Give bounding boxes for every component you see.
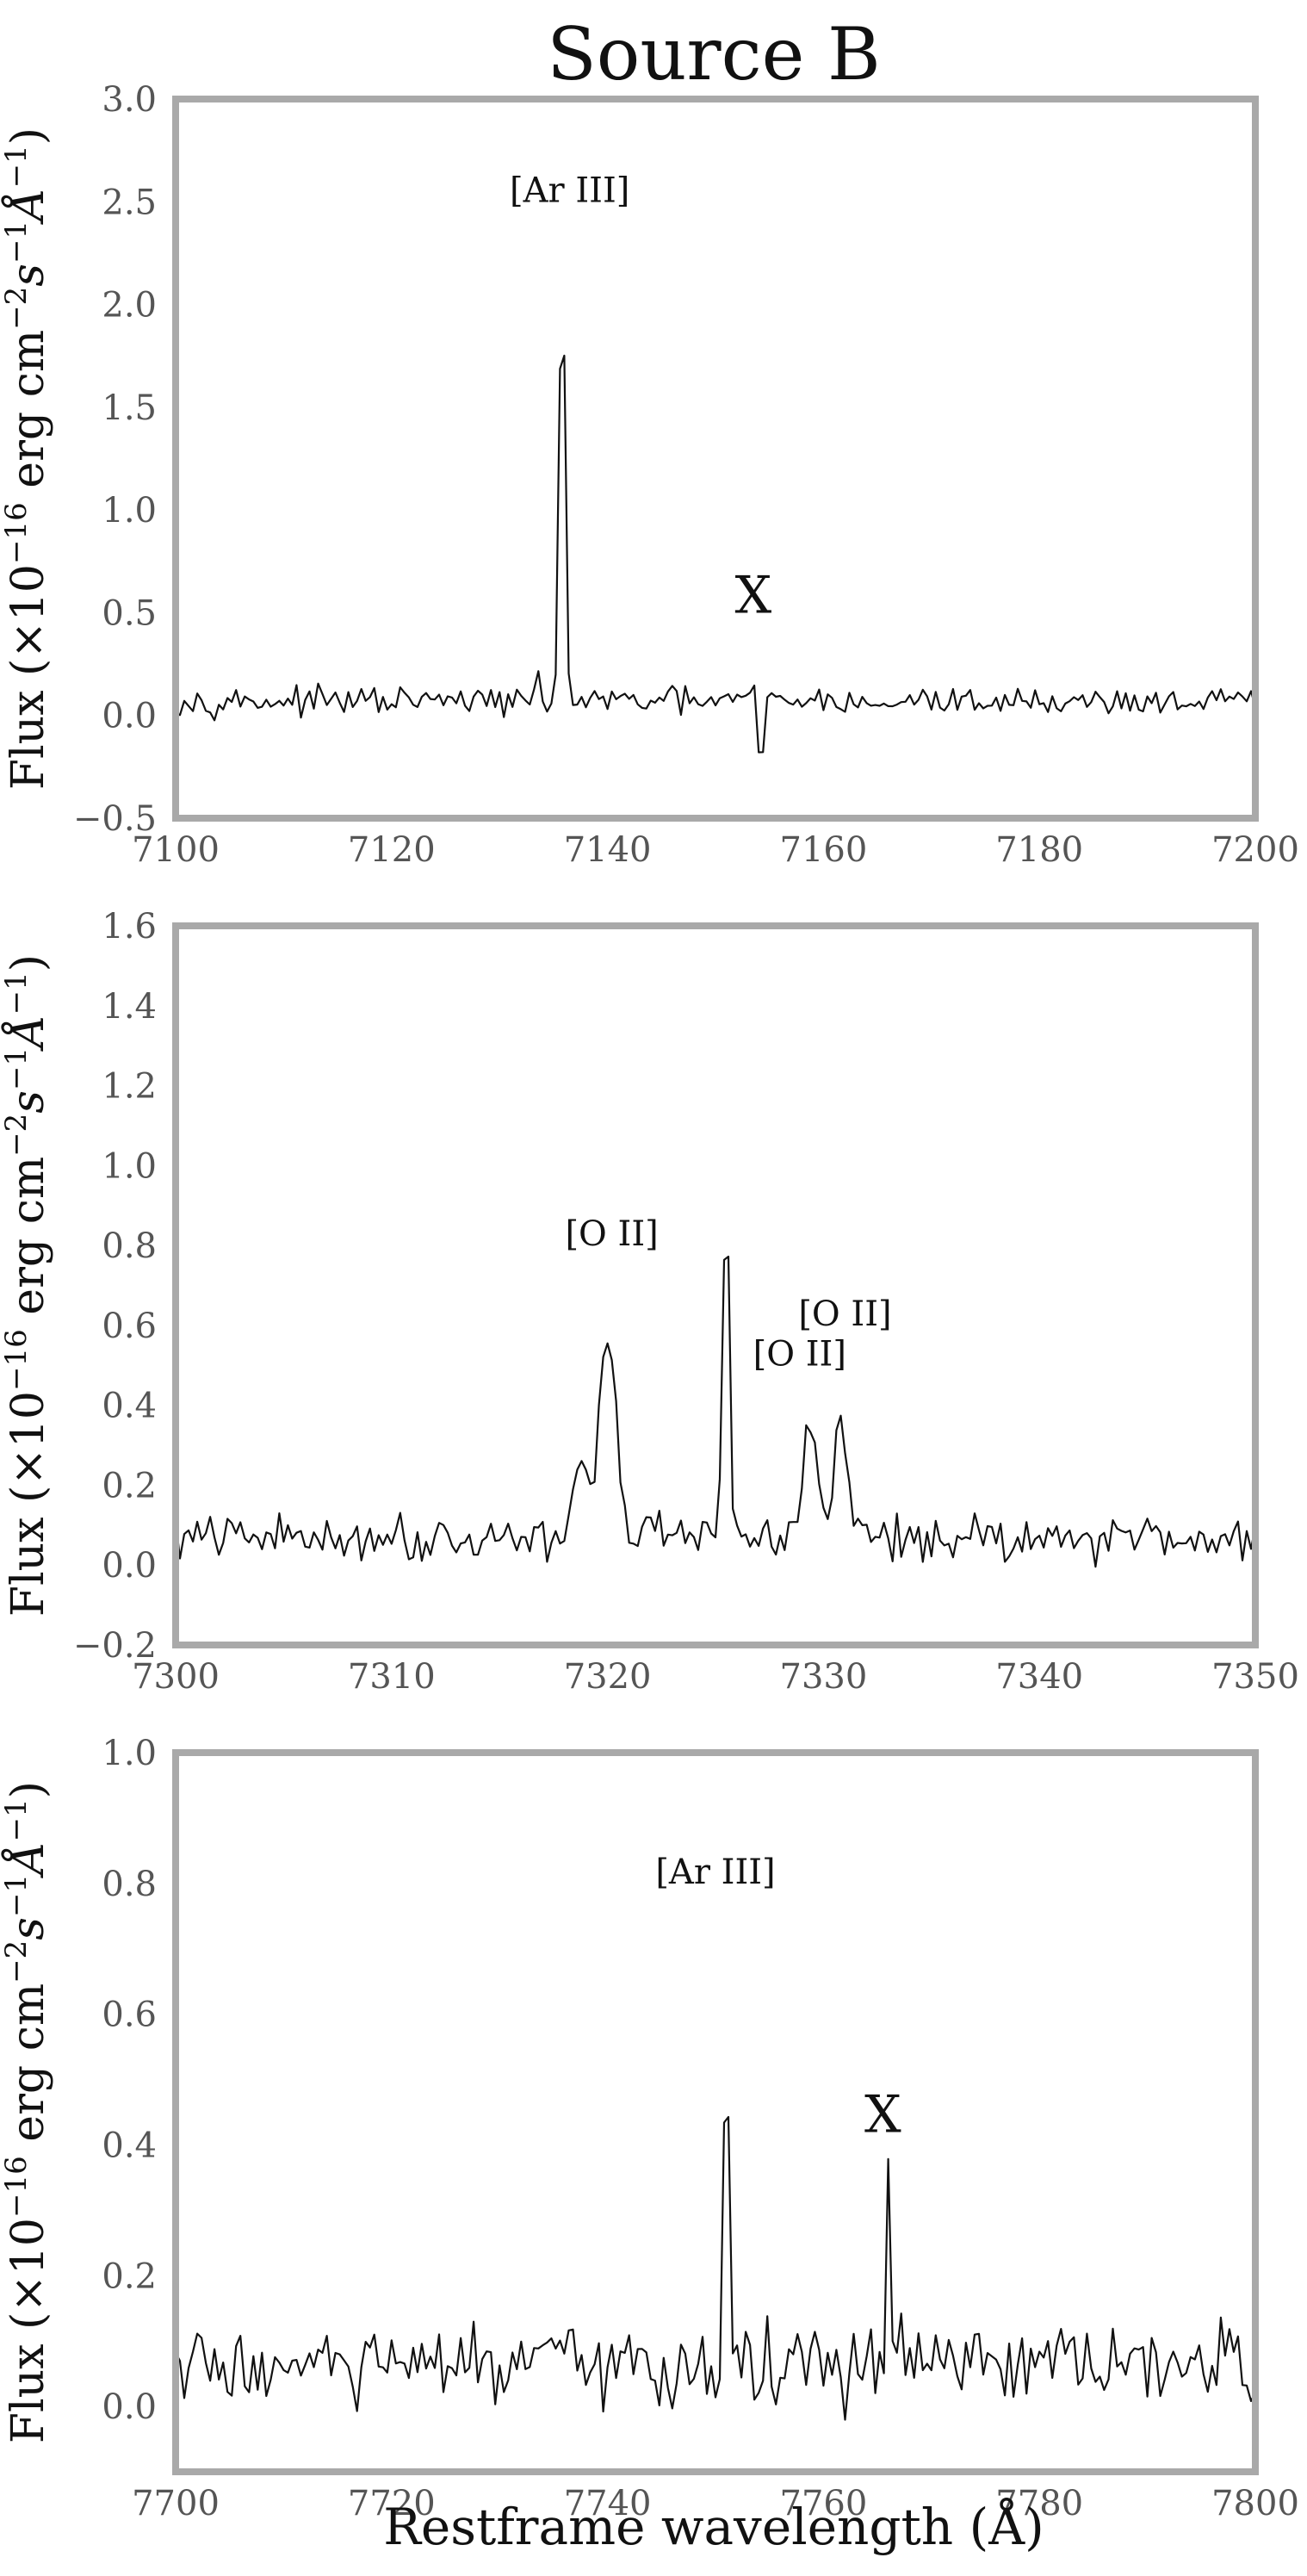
x-tick-label: 7720 bbox=[348, 2484, 436, 2523]
y-tick-label: 2.0 bbox=[102, 286, 157, 326]
y-tick-label: 1.6 bbox=[102, 907, 157, 947]
x-tick-label: 7800 bbox=[1211, 2484, 1299, 2523]
y-tick-label: 0.8 bbox=[102, 1226, 157, 1266]
emission-line-label: [O II] bbox=[798, 1294, 891, 1334]
y-tick-label: 2.5 bbox=[102, 183, 157, 222]
plot-frame bbox=[172, 1749, 1259, 2475]
y-tick-label: 1.0 bbox=[102, 491, 157, 531]
y-axis-label: Flux (×10−16 erg cm−2s−1Å−1) bbox=[0, 954, 54, 1617]
y-tick-label: 0.0 bbox=[102, 2387, 157, 2427]
x-tick-label: 7100 bbox=[132, 830, 220, 870]
spectrum-line bbox=[175, 354, 1257, 754]
y-tick-label: 1.5 bbox=[102, 388, 157, 428]
panel-1: 7100 7120 7140 7160 7180 7200 −0.5 0.0 0.5 1.0 1.5… bbox=[0, 80, 1299, 870]
y-tick-label: −0.5 bbox=[73, 799, 157, 839]
y-axis-label: Flux (×10−16 erg cm−2s−1Å−1) bbox=[0, 1781, 54, 2443]
x-tick-label: 7780 bbox=[995, 2484, 1083, 2523]
y-tick-label: 1.0 bbox=[102, 1146, 157, 1186]
spectrum-line bbox=[174, 1255, 1257, 1568]
x-tick-label: 7200 bbox=[1211, 830, 1299, 870]
x-tick-label: 7320 bbox=[564, 1657, 652, 1697]
y-axis-label: Flux (×10−16 erg cm−2s−1Å−1) bbox=[0, 127, 54, 790]
x-tick-label: 7740 bbox=[564, 2484, 652, 2523]
y-tick-label: 0.4 bbox=[102, 2126, 157, 2165]
x-tick-label: 7350 bbox=[1211, 1657, 1299, 1697]
y-tick-label: 1.0 bbox=[102, 1734, 157, 1773]
y-tick-label: 0.5 bbox=[102, 593, 157, 633]
panels: 7100 7120 7140 7160 7180 7200 −0.5 0.0 0.5 1.0 1.5… bbox=[0, 80, 1299, 2523]
y-tick-label: 0.6 bbox=[102, 1307, 157, 1346]
y-tick-label: 0.0 bbox=[102, 1546, 157, 1586]
emission-line-label: [O II] bbox=[565, 1214, 658, 1254]
emission-line-label: [Ar III] bbox=[510, 171, 629, 210]
x-marker: X bbox=[864, 2084, 901, 2145]
panel-2: 7300 7310 7320 7330 7340 7350 −0.2 0.0 0.2 0.4 0.6… bbox=[0, 907, 1299, 1697]
x-tick-label: 7330 bbox=[780, 1657, 868, 1697]
plot-frame bbox=[172, 922, 1259, 1648]
plot-frame bbox=[172, 96, 1259, 822]
x-tick-label: 7700 bbox=[132, 2484, 220, 2523]
emission-line-label: [Ar III] bbox=[655, 1853, 775, 1892]
y-tick-label: 3.0 bbox=[102, 80, 157, 120]
x-tick-label: 7300 bbox=[132, 1657, 220, 1697]
y-tick-label: 1.4 bbox=[102, 987, 157, 1027]
y-tick-label: −0.2 bbox=[73, 1626, 157, 1666]
y-tick-label: 1.2 bbox=[102, 1067, 157, 1107]
x-marker: X bbox=[735, 565, 772, 625]
y-tick-label: 0.8 bbox=[102, 1865, 157, 1904]
x-tick-label: 7180 bbox=[995, 830, 1083, 870]
y-tick-label: 0.6 bbox=[102, 1996, 157, 2035]
y-tick-label: 0.4 bbox=[102, 1387, 157, 1426]
panel-3: 7700 7720 7740 7760 7780 7800 0.0 0.2 0.4 0.6 0.8 1… bbox=[0, 1734, 1299, 2523]
x-tick-label: 7160 bbox=[780, 830, 868, 870]
x-tick-label: 7120 bbox=[348, 830, 436, 870]
figure-title: Source B bbox=[547, 12, 881, 96]
y-tick-label: 0.0 bbox=[102, 697, 157, 736]
emission-line-label: [O II] bbox=[753, 1334, 846, 1374]
x-tick-label: 7310 bbox=[348, 1657, 436, 1697]
x-tick-label: 7140 bbox=[564, 830, 652, 870]
spectrum-line bbox=[175, 2115, 1256, 2421]
x-tick-label: 7340 bbox=[995, 1657, 1083, 1697]
x-axis-label: Restframe wavelength (Å) bbox=[383, 2498, 1044, 2556]
y-tick-label: 0.2 bbox=[102, 2256, 157, 2296]
y-tick-label: 0.2 bbox=[102, 1466, 157, 1505]
x-tick-label: 7760 bbox=[780, 2484, 868, 2523]
